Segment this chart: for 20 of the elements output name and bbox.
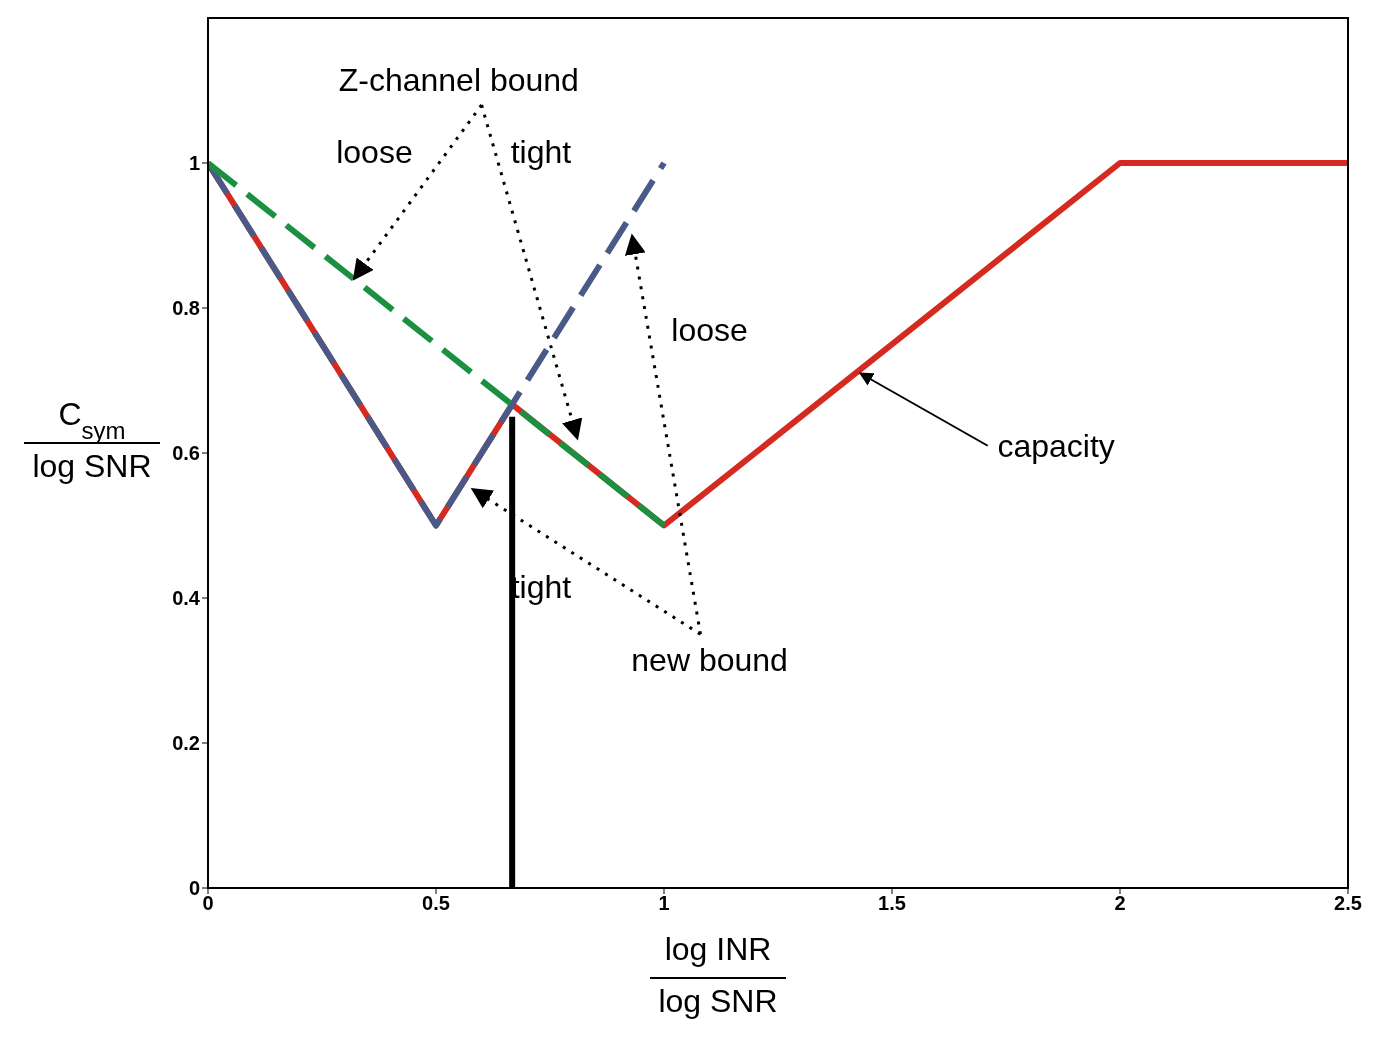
- annotation: loose: [671, 311, 748, 348]
- x-tick-label: 1: [658, 892, 670, 915]
- x-tick-label: 2.5: [1334, 892, 1362, 915]
- annotation: capacity: [997, 427, 1115, 464]
- x-tick-label: 2: [1114, 892, 1126, 915]
- y-tick-label: 0.4: [172, 587, 201, 610]
- x-axis-title: log INR log SNR: [658, 931, 778, 1019]
- x-tick-label: 1.5: [878, 892, 906, 915]
- y-tick-label: 0.6: [172, 442, 200, 465]
- y-axis-title: C$_{sym}$ log SNR: [32, 396, 152, 484]
- annotation: loose: [336, 134, 413, 170]
- annotation: new bound: [631, 641, 788, 678]
- y-tick-label: 0.2: [172, 732, 200, 755]
- x-tick-label: 0: [202, 892, 214, 915]
- y-tick-label: 0: [188, 877, 200, 900]
- annotation: tight: [510, 134, 572, 170]
- x-tick-label: 0.5: [422, 892, 450, 915]
- y-tick-label: 1: [188, 152, 200, 175]
- annotation: Z-channel bound: [338, 61, 579, 98]
- y-tick-label: 0.8: [172, 297, 200, 320]
